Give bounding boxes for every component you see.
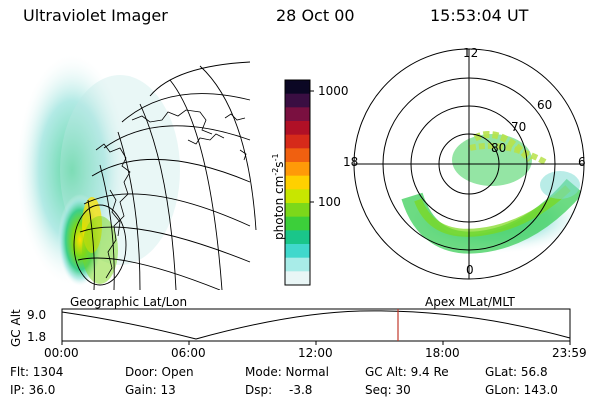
- aurora-oval: [401, 178, 584, 254]
- app-title: Ultraviolet Imager: [23, 6, 168, 25]
- colorbar-segment: [285, 107, 310, 122]
- y-tick-1.8: 1.8: [27, 330, 47, 344]
- geographic-map: [17, 55, 257, 290]
- lat-lon-grid: [73, 61, 257, 290]
- mlt-label-6: 6: [578, 155, 586, 169]
- colorbar-unit-label: photon cm-2s-1: [271, 153, 286, 240]
- status-seq: Seq: 30: [365, 383, 411, 397]
- colorbar-segment: [285, 271, 310, 286]
- coastlines: [95, 109, 247, 279]
- header-date: 28 Oct 00: [276, 6, 355, 25]
- mlt-label-0: 0: [466, 263, 474, 277]
- colorbar-segment: [285, 203, 310, 218]
- polar-map: [353, 48, 585, 280]
- timeline-axis-label: GC Alt: [9, 309, 23, 347]
- colorbar-label-100: 100: [318, 195, 341, 209]
- mlat-label-80: 80: [491, 141, 507, 155]
- colorbar-gradient: [285, 80, 310, 286]
- colorbar-segment: [285, 244, 310, 259]
- status-gain: Gain: 13: [125, 383, 176, 397]
- mlat-label-60: 60: [537, 98, 553, 112]
- x-tick-0600: 06:00: [171, 346, 206, 360]
- colorbar-segment: [285, 175, 310, 190]
- status-mode: Mode: Normal: [245, 365, 329, 379]
- left-panel-caption: Geographic Lat/Lon: [70, 295, 188, 309]
- timeline-frame: [61, 308, 571, 342]
- colorbar-segment: [285, 162, 310, 177]
- x-tick-2359: 23:59: [552, 346, 587, 360]
- colorbar-segment: [285, 148, 310, 163]
- x-tick-1200: 12:00: [298, 346, 333, 360]
- altitude-curve: [61, 310, 571, 340]
- mlt-label-12: 12: [463, 46, 479, 60]
- colorbar-segment: [285, 257, 310, 272]
- dawn-emission: [540, 171, 580, 199]
- mlat-label-70: 70: [511, 120, 527, 134]
- altitude-timeline: [61, 308, 571, 345]
- mlt-label-18: 18: [343, 155, 359, 169]
- status-flight: Flt: 1304: [10, 365, 64, 379]
- status-glon: GLon: 143.0: [485, 383, 558, 397]
- aurora-oval-bright: [414, 185, 571, 237]
- x-tick-1800: 18:00: [425, 346, 460, 360]
- colorbar-segment: [285, 121, 310, 136]
- colorbar-segment: [285, 216, 310, 231]
- status-glat: GLat: 56.8: [485, 365, 548, 379]
- status-gc-alt: GC Alt: 9.4 Re: [365, 365, 449, 379]
- status-ip: IP: 36.0: [10, 383, 56, 397]
- y-tick-9: 9.0: [27, 308, 47, 322]
- x-tick-0000: 00:00: [44, 346, 79, 360]
- aurora-outer: [82, 216, 118, 284]
- status-dsp-label: Dsp:: [245, 383, 273, 397]
- dayside-arc-2: [469, 142, 547, 165]
- colorbar-segment: [285, 230, 310, 245]
- colorbar-segment: [285, 134, 310, 149]
- colorbar-label-1000: 1000: [318, 84, 349, 98]
- status-door: Door: Open: [125, 365, 194, 379]
- colorbar-frame: [284, 79, 311, 286]
- header-time: 15:53:04 UT: [430, 6, 529, 25]
- colorbar-segment: [285, 93, 310, 108]
- colorbar: [284, 79, 314, 286]
- colorbar-segment: [285, 189, 310, 204]
- right-panel-caption: Apex MLat/MLT: [425, 295, 515, 309]
- colorbar-segment: [285, 80, 310, 95]
- polar-grid: [353, 48, 585, 280]
- status-dsp-value: -3.8: [289, 383, 313, 397]
